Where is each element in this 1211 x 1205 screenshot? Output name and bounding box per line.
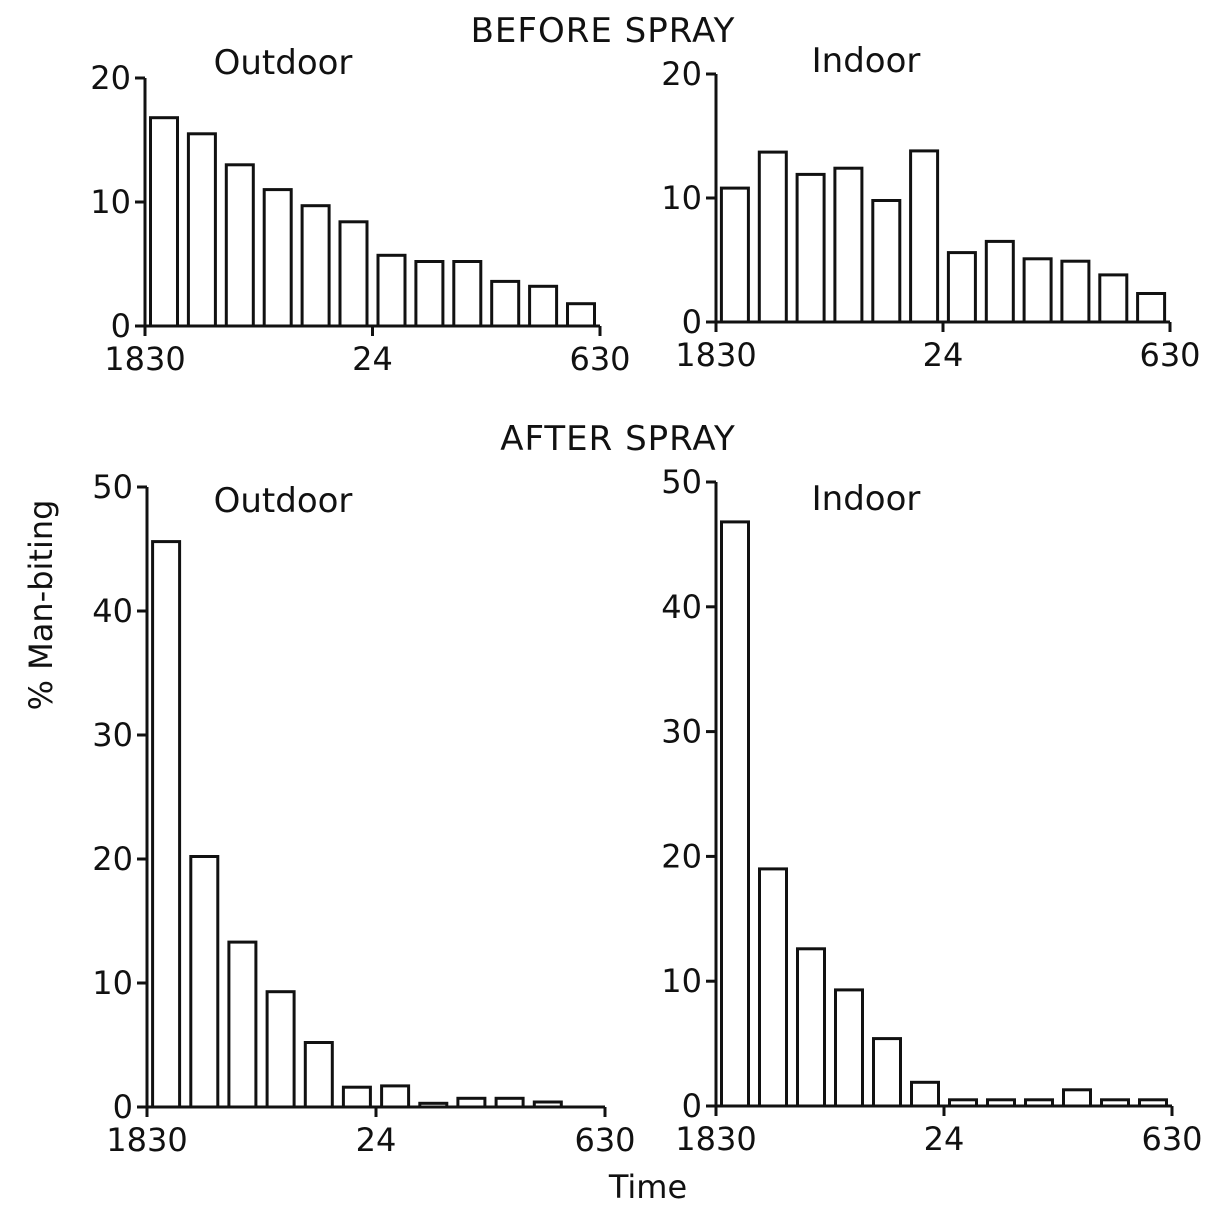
after-outdoor-xtick-label-2: 24	[356, 1121, 397, 1159]
after-outdoor-bar-3	[227, 940, 258, 1109]
before-indoor-bar-10	[1060, 259, 1091, 324]
after-outdoor-xtick-label-1: 1830	[106, 1121, 187, 1159]
after-outdoor-ytick-label-0: 0	[113, 1088, 133, 1126]
before-indoor-bar-7	[946, 251, 977, 324]
after-outdoor-bar-1	[151, 540, 182, 1109]
after-outdoor-bar-4	[265, 990, 296, 1109]
after-outdoor-bar-2	[189, 855, 220, 1109]
after-indoor-bar-3	[796, 947, 826, 1108]
before-indoor-bar-8	[984, 239, 1015, 324]
before-outdoor-xtick-label-1: 1830	[104, 340, 185, 378]
after-indoor-ytick-label-0: 0	[682, 1087, 702, 1125]
after-indoor-bar-4	[834, 988, 864, 1108]
before-outdoor-bar-11	[528, 284, 559, 328]
before-outdoor-bar-5	[300, 204, 331, 328]
before-indoor-bar-6	[909, 149, 940, 324]
after-outdoor-bar-7	[380, 1084, 411, 1109]
before-indoor-xtick-label-3: 630	[1139, 336, 1200, 374]
x-axis-label: Time	[608, 1168, 687, 1205]
after-indoor-bar-1	[720, 520, 750, 1108]
before-indoor-bar-9	[1022, 257, 1053, 324]
section-title-before: BEFORE SPRAY	[471, 11, 736, 51]
before-outdoor-ytick-label-20: 20	[90, 59, 131, 97]
after-outdoor-xtick-label-3: 630	[574, 1121, 635, 1159]
before-indoor-ytick-label-10: 10	[661, 179, 702, 217]
after-indoor-panel: Indoor 0 10 20 30 40 50 1830 24 630	[661, 463, 1202, 1158]
after-indoor-xtick-label-3: 630	[1141, 1120, 1202, 1158]
before-outdoor-bar-6	[338, 220, 369, 328]
after-outdoor-ytick-label-20: 20	[92, 840, 133, 878]
after-outdoor-bar-5	[303, 1041, 334, 1109]
after-indoor-ytick-label-20: 20	[661, 837, 702, 875]
before-indoor-xtick-label-2: 24	[923, 336, 964, 374]
after-indoor-ytick-label-50: 50	[661, 463, 702, 501]
before-outdoor-bar-9	[452, 260, 483, 328]
before-indoor-bar-4	[833, 166, 864, 324]
before-outdoor-bar-3	[224, 163, 255, 328]
before-outdoor-bar-10	[490, 279, 521, 328]
before-outdoor-ytick-label-10: 10	[90, 183, 131, 221]
after-indoor-xtick-label-1: 1830	[675, 1120, 756, 1158]
after-outdoor-ytick-label-30: 30	[92, 716, 133, 754]
section-title-after: AFTER SPRAY	[500, 419, 736, 459]
before-indoor-panel: Indoor 0 10 20 1830 24 630	[661, 41, 1200, 374]
after-outdoor-panel: Outdoor 0 10 20 30 40 50 1830 24 630	[92, 468, 635, 1159]
before-indoor-title: Indoor	[812, 41, 921, 81]
after-outdoor-bar-6	[341, 1085, 372, 1109]
before-outdoor-bar-8	[414, 260, 445, 328]
after-outdoor-ytick-label-40: 40	[92, 592, 133, 630]
before-indoor-bar-11	[1098, 273, 1129, 324]
before-outdoor-bar-2	[186, 132, 217, 328]
after-indoor-bar-2	[758, 867, 788, 1108]
after-indoor-bar-5	[872, 1037, 902, 1108]
after-indoor-title: Indoor	[812, 479, 921, 519]
before-indoor-bar-5	[871, 199, 902, 324]
panels: Outdoor 0 10 20 1830 24 630 Indoor 0 10 20 1830 24 63…	[90, 41, 1202, 1159]
after-indoor-ytick-label-30: 30	[661, 713, 702, 751]
before-outdoor-title: Outdoor	[214, 43, 353, 83]
after-outdoor-ytick-label-10: 10	[92, 964, 133, 1002]
before-indoor-ytick-label-0: 0	[682, 303, 702, 341]
before-outdoor-bar-4	[262, 188, 293, 328]
after-indoor-ytick-label-10: 10	[661, 962, 702, 1000]
before-outdoor-bar-1	[149, 116, 179, 328]
after-indoor-bar-10	[1062, 1088, 1092, 1108]
after-indoor-ytick-label-40: 40	[661, 588, 702, 626]
before-outdoor-xtick-label-3: 630	[569, 340, 630, 378]
before-indoor-bar-1	[719, 186, 750, 324]
after-indoor-xtick-label-2: 24	[924, 1120, 965, 1158]
before-outdoor-bar-12	[566, 302, 596, 328]
before-outdoor-bar-7	[376, 253, 407, 328]
before-indoor-bar-12	[1136, 292, 1167, 324]
before-indoor-bar-2	[757, 150, 788, 324]
before-indoor-xtick-label-1: 1830	[675, 336, 756, 374]
before-outdoor-ytick-label-0: 0	[111, 307, 131, 345]
before-outdoor-panel: Outdoor 0 10 20 1830 24 630	[90, 43, 630, 378]
after-outdoor-title: Outdoor	[214, 481, 353, 521]
y-axis-label: % Man-biting	[22, 500, 60, 711]
before-outdoor-xtick-label-2: 24	[352, 340, 393, 378]
before-indoor-bar-3	[795, 172, 826, 324]
after-outdoor-ytick-label-50: 50	[92, 468, 133, 506]
before-indoor-ytick-label-20: 20	[661, 55, 702, 93]
after-indoor-bar-6	[910, 1080, 940, 1108]
